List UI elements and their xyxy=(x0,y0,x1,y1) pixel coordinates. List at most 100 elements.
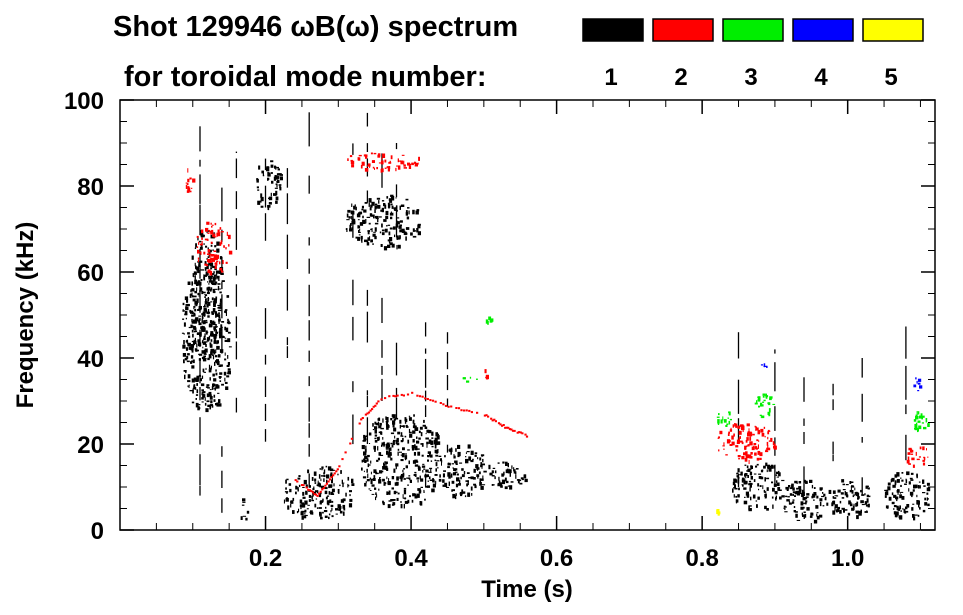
spectral-point xyxy=(396,165,399,167)
spectral-point xyxy=(823,493,826,497)
spectral-point xyxy=(215,403,218,406)
spectral-point xyxy=(330,504,334,507)
legend-swatch-mode-1 xyxy=(582,18,644,42)
spectral-point xyxy=(922,446,925,451)
spectral-point xyxy=(760,476,764,480)
spectral-point xyxy=(289,488,292,493)
spectral-point xyxy=(769,396,773,399)
spectral-point xyxy=(219,291,222,294)
spectral-point xyxy=(390,442,393,445)
spectral-point xyxy=(421,443,424,447)
spectral-point xyxy=(392,423,395,428)
spectral-point xyxy=(756,400,758,403)
spectral-point xyxy=(482,458,484,463)
spectral-point xyxy=(777,487,781,491)
spectral-point xyxy=(197,249,200,254)
spectral-point xyxy=(908,462,910,465)
legend-label-mode-3: 3 xyxy=(744,64,757,91)
spectral-point xyxy=(913,516,916,521)
spectral-point xyxy=(822,492,824,494)
mode-curve-point xyxy=(328,478,332,481)
spectral-point xyxy=(324,487,328,490)
spectral-point xyxy=(213,378,217,382)
spectral-point xyxy=(318,493,322,498)
spectral-point xyxy=(453,455,456,459)
spectral-point xyxy=(339,510,343,514)
chart-title-line2: for toroidal mode number: xyxy=(124,61,487,93)
spectral-point xyxy=(215,296,218,300)
spectral-point xyxy=(924,497,927,501)
spectral-point xyxy=(816,513,818,517)
spectral-point xyxy=(321,467,323,471)
spectral-point xyxy=(217,283,221,285)
spectral-point xyxy=(357,219,360,221)
spectral-point xyxy=(895,511,899,516)
spectral-point xyxy=(375,492,377,495)
spectral-point xyxy=(202,358,207,362)
spectral-point xyxy=(413,423,416,427)
spectral-point xyxy=(466,451,470,453)
spectral-point xyxy=(241,504,245,506)
spectral-point xyxy=(331,479,333,484)
spectral-point xyxy=(801,489,804,493)
spectral-point xyxy=(850,485,855,488)
spectral-point xyxy=(213,232,216,234)
spectral-point xyxy=(416,210,419,215)
spectral-point xyxy=(373,445,376,450)
spectral-point xyxy=(450,450,452,455)
mode-curve-point xyxy=(333,472,336,475)
spectral-point xyxy=(190,346,194,351)
spectral-point xyxy=(748,483,750,486)
spectral-point xyxy=(431,437,434,439)
spectral-point xyxy=(471,493,473,496)
spectral-point xyxy=(377,154,381,158)
spectral-point xyxy=(815,505,819,509)
spectral-point xyxy=(205,319,208,322)
spectral-point xyxy=(274,187,278,189)
spectral-point xyxy=(842,489,846,491)
spectral-point xyxy=(198,295,201,297)
spectral-point xyxy=(783,507,785,509)
spectral-point xyxy=(201,401,204,403)
spectral-point xyxy=(200,334,202,337)
spectral-point xyxy=(925,418,928,423)
spectral-point xyxy=(371,484,375,487)
spectral-point xyxy=(385,461,388,464)
spectral-point xyxy=(374,235,377,240)
spectral-point xyxy=(394,417,399,420)
spectral-point xyxy=(412,425,416,429)
spectral-point xyxy=(422,424,426,427)
spectral-point xyxy=(205,245,208,248)
spectral-point xyxy=(196,266,200,271)
spectral-point xyxy=(743,487,747,490)
spectral-point xyxy=(358,154,362,157)
spectral-point xyxy=(217,354,221,358)
spectral-point xyxy=(196,389,199,394)
spectral-point xyxy=(845,492,848,496)
spectral-point xyxy=(187,178,190,183)
spectral-point xyxy=(772,441,775,446)
spectral-point xyxy=(906,504,910,508)
spectral-point xyxy=(210,275,214,278)
spectral-point xyxy=(341,479,343,484)
spectral-point xyxy=(916,494,918,498)
spectral-point xyxy=(206,339,210,342)
spectral-point xyxy=(216,271,218,276)
spectral-point xyxy=(728,411,731,416)
spectral-point xyxy=(192,389,194,394)
spectral-point xyxy=(865,485,869,487)
spectral-point xyxy=(750,452,753,455)
spectral-point xyxy=(218,288,222,290)
spectral-point xyxy=(809,515,813,518)
spectral-point xyxy=(223,371,227,376)
spectral-point xyxy=(912,514,915,518)
spectral-point xyxy=(762,401,765,403)
spectral-point xyxy=(393,427,397,432)
spectral-point xyxy=(216,232,219,237)
spectral-point xyxy=(423,419,425,423)
spectral-point xyxy=(311,499,314,502)
spectral-point xyxy=(208,282,210,285)
y-tick-label: 100 xyxy=(64,88,104,115)
spectral-point xyxy=(505,461,508,466)
spectral-point xyxy=(408,460,410,465)
